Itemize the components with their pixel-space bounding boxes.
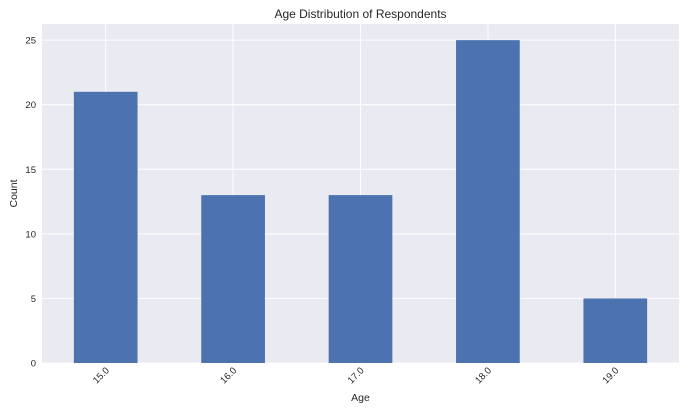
x-tick-label: 16.0 bbox=[218, 365, 239, 386]
chart-title: Age Distribution of Respondents bbox=[274, 7, 446, 21]
x-tick-label: 19.0 bbox=[601, 365, 622, 386]
bar-16-0 bbox=[201, 195, 265, 363]
bar-17-0 bbox=[328, 195, 393, 363]
x-axis-label: Age bbox=[351, 392, 370, 404]
x-tick-label: 18.0 bbox=[473, 365, 494, 386]
bars bbox=[73, 40, 648, 364]
x-tick-label: 17.0 bbox=[346, 365, 367, 386]
bar-15-0 bbox=[73, 91, 138, 364]
y-tick-label: 0 bbox=[31, 359, 36, 370]
x-tick-label: 15.0 bbox=[91, 365, 112, 386]
bar-18-0 bbox=[456, 40, 520, 364]
bar-19-0 bbox=[583, 298, 648, 363]
y-tick-label: 10 bbox=[25, 229, 36, 240]
y-tick-label: 20 bbox=[25, 100, 36, 111]
y-tick-label: 15 bbox=[25, 165, 36, 176]
y-tick-labels: 0 5 10 15 20 25 bbox=[25, 36, 36, 370]
y-tick-label: 25 bbox=[25, 36, 36, 47]
y-axis-label: Count bbox=[8, 179, 20, 207]
y-tick-label: 5 bbox=[31, 294, 36, 305]
x-tick-labels: 15.0 16.0 17.0 18.0 19.0 bbox=[91, 365, 621, 386]
